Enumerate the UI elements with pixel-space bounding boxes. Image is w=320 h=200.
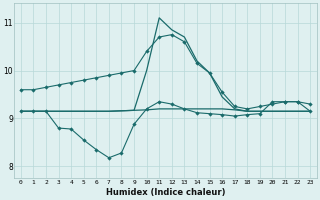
X-axis label: Humidex (Indice chaleur): Humidex (Indice chaleur) [106,188,225,197]
